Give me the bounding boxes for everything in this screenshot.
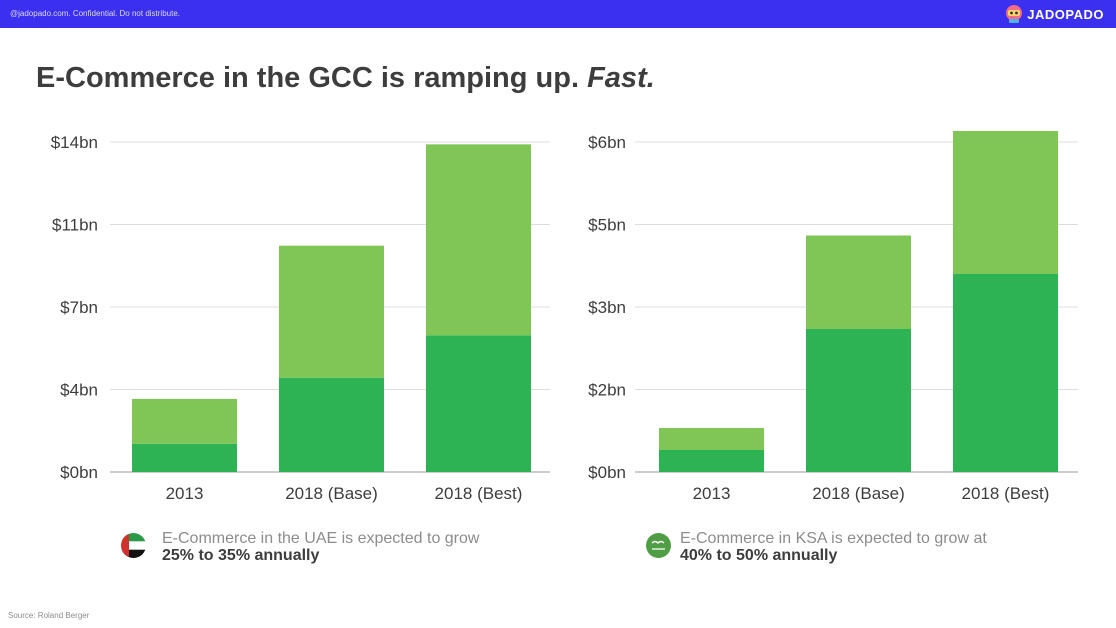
x-tick-label: 2018 (Base) bbox=[812, 484, 905, 503]
brand-name: JADOPADO bbox=[1027, 6, 1104, 22]
x-tick-label: 2018 (Best) bbox=[962, 484, 1050, 503]
bar-segment bbox=[953, 131, 1058, 274]
title-main: E-Commerce in the GCC is ramping up. bbox=[36, 62, 588, 94]
uae-growth-note: E-Commerce in the UAE is expected to gro… bbox=[162, 530, 479, 564]
bar-segment bbox=[806, 329, 911, 472]
bar-segment bbox=[659, 450, 764, 472]
mascot-icon bbox=[1006, 5, 1023, 23]
bar-segment bbox=[279, 245, 384, 378]
title-emphasis: Fast. bbox=[587, 62, 655, 94]
y-tick-label: $2bn bbox=[588, 381, 626, 400]
uae-note-text: E-Commerce in the UAE is expected to gro… bbox=[162, 530, 480, 547]
bar-segment bbox=[806, 235, 911, 329]
y-tick-label: $14bn bbox=[51, 133, 98, 152]
confidential-notice: @jadopado.com. Confidential. Do not dist… bbox=[10, 9, 180, 18]
x-tick-label: 2013 bbox=[166, 484, 204, 503]
page-title: E-Commerce in the GCC is ramping up. Fas… bbox=[36, 62, 655, 95]
y-tick-label: $4bn bbox=[60, 381, 98, 400]
bar-segment bbox=[953, 274, 1058, 472]
y-tick-label: $0bn bbox=[60, 463, 98, 482]
x-tick-label: 2018 (Base) bbox=[285, 484, 378, 503]
y-tick-label: $5bn bbox=[588, 216, 626, 235]
bar-segment bbox=[132, 443, 237, 472]
header-bar: @jadopado.com. Confidential. Do not dist… bbox=[0, 0, 1116, 28]
y-tick-label: $0bn bbox=[588, 463, 626, 482]
ksa-growth-note: E-Commerce in KSA is expected to grow at… bbox=[680, 530, 987, 564]
x-tick-label: 2013 bbox=[693, 484, 731, 503]
ksa-note-text: E-Commerce in KSA is expected to grow at bbox=[680, 530, 987, 547]
uae-flag-icon bbox=[121, 533, 146, 558]
y-tick-label: $3bn bbox=[588, 298, 626, 317]
y-tick-label: $11bn bbox=[52, 216, 98, 235]
source-note: Source: Roland Berger bbox=[8, 611, 90, 620]
bar-segment bbox=[279, 377, 384, 472]
bar-segment bbox=[132, 398, 237, 444]
bar-segment bbox=[426, 335, 531, 472]
bar-segment bbox=[426, 144, 531, 336]
y-tick-label: $7bn bbox=[60, 298, 98, 317]
x-tick-label: 2018 (Best) bbox=[435, 484, 523, 503]
ksa-flag-icon bbox=[646, 533, 671, 558]
brand-logo[interactable]: JADOPADO bbox=[1005, 3, 1104, 25]
uae-note-emphasis: 25% to 35% annually bbox=[162, 547, 320, 564]
bar-segment bbox=[659, 428, 764, 450]
y-tick-label: $6bn bbox=[588, 133, 626, 152]
ksa-note-emphasis: 40% to 50% annually bbox=[680, 547, 838, 564]
